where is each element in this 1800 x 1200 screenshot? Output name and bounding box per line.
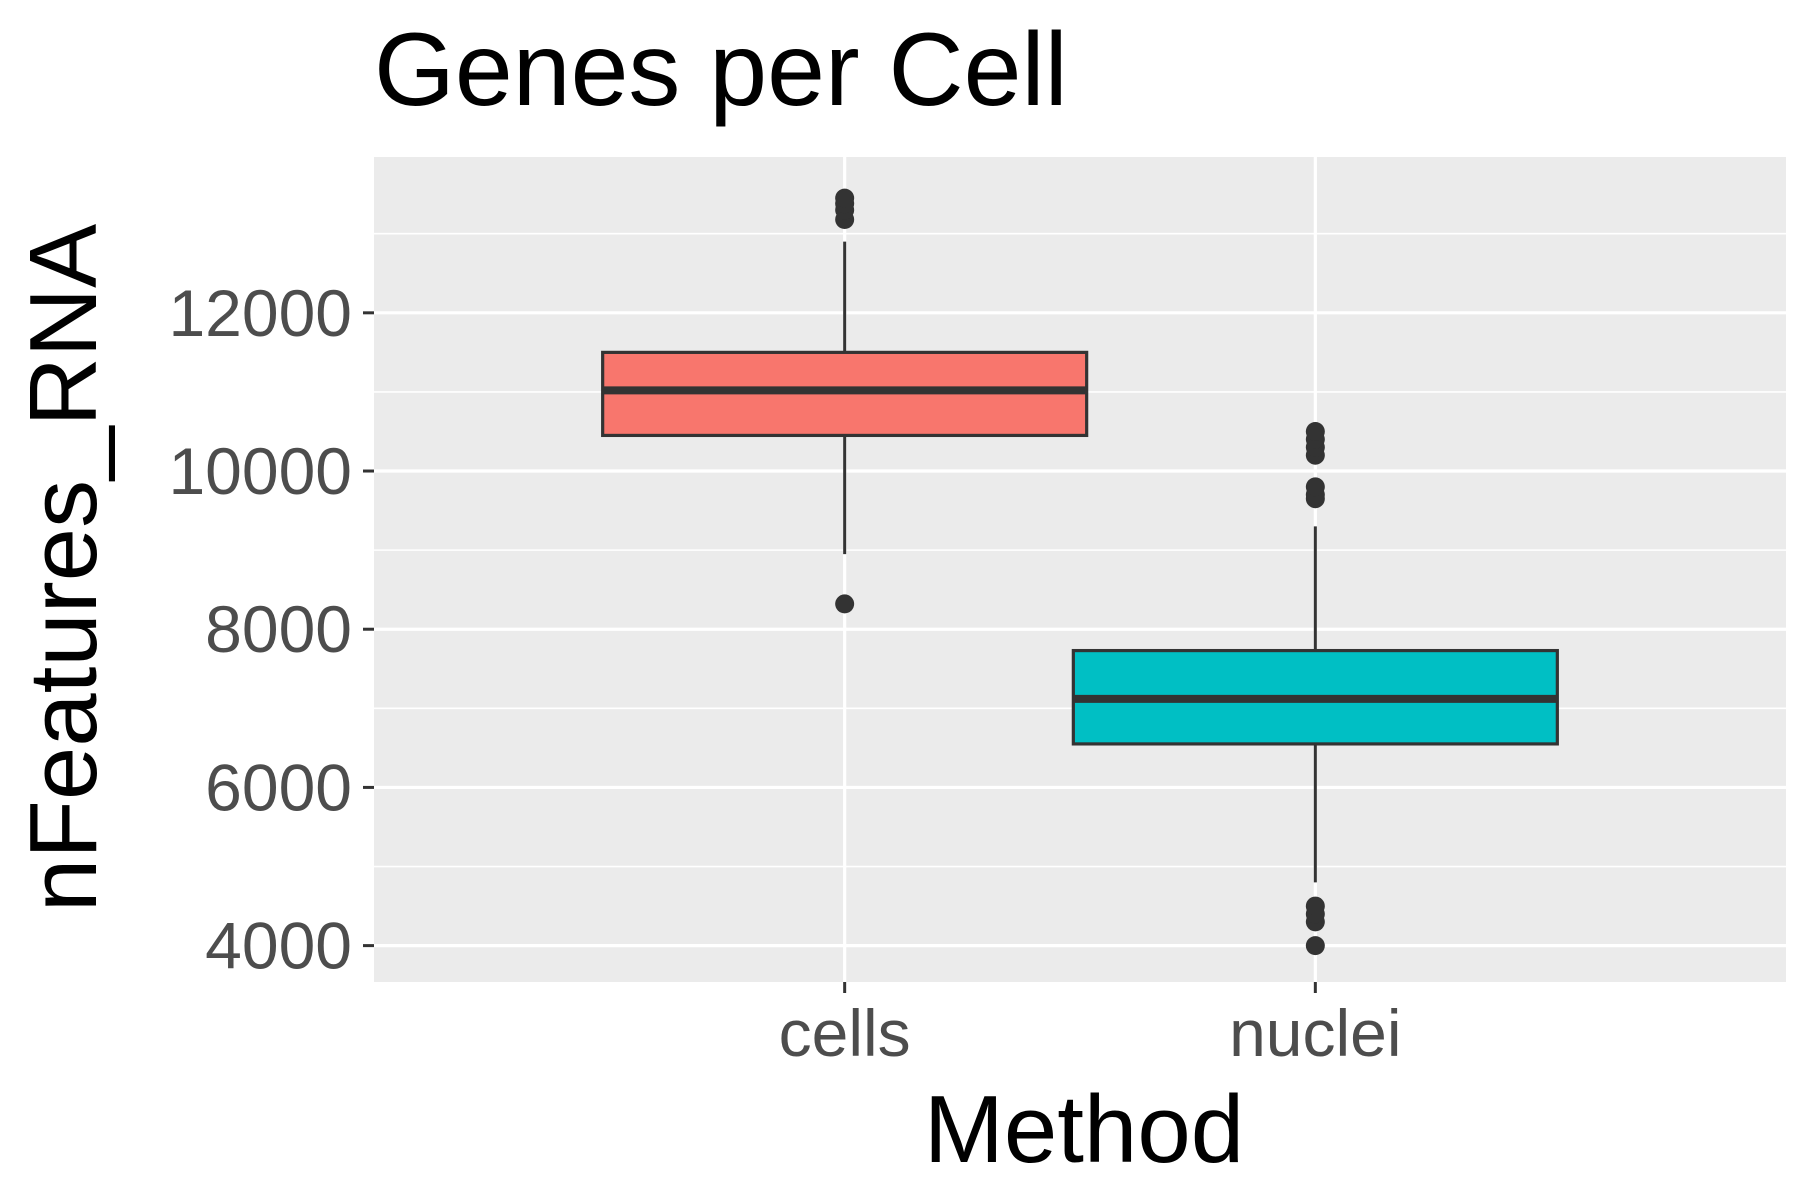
boxplots bbox=[601, 188, 1559, 956]
outlier-point bbox=[1305, 896, 1325, 916]
y-tick-label: 12000 bbox=[168, 276, 352, 350]
boxplot-cells bbox=[601, 188, 1089, 614]
plot-panel bbox=[374, 157, 1786, 982]
x-axis: cells nuclei bbox=[779, 982, 1402, 1070]
y-tick-label: 6000 bbox=[205, 750, 352, 824]
x-tick-label-nuclei: nuclei bbox=[1229, 996, 1401, 1070]
outlier-point bbox=[835, 594, 855, 614]
y-axis: 4000 6000 8000 10000 12000 bbox=[168, 276, 374, 983]
outlier-point bbox=[1305, 421, 1325, 441]
y-tick-label: 8000 bbox=[205, 592, 352, 666]
y-axis-title: nFeatures_RNA bbox=[10, 224, 117, 912]
x-axis-title: Method bbox=[924, 1076, 1244, 1183]
y-tick-label: 10000 bbox=[168, 434, 352, 508]
boxplot-nuclei bbox=[1071, 421, 1559, 956]
outlier-point bbox=[1305, 477, 1325, 497]
x-tick-label-cells: cells bbox=[779, 996, 911, 1070]
outlier-point bbox=[1305, 936, 1325, 956]
y-tick-label: 4000 bbox=[205, 909, 352, 983]
chart-title: Genes per Cell bbox=[374, 12, 1068, 128]
outlier-point bbox=[835, 188, 855, 208]
